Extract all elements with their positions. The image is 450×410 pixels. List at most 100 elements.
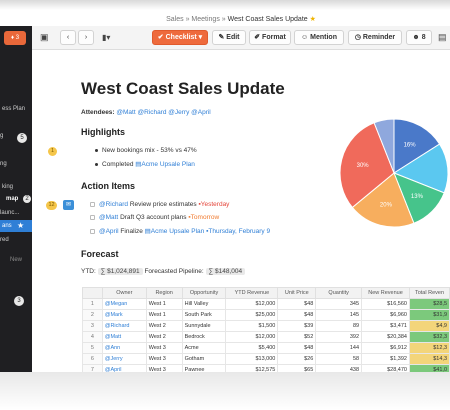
forward-button[interactable]: › (78, 30, 94, 45)
table-row[interactable]: 4 @Matt West 2 Bedrock $12,000 $52 392 $20,384 $… (82, 331, 450, 343)
table-cell[interactable]: $16,560 (361, 298, 410, 310)
sidebar-new-button[interactable]: New (10, 257, 23, 263)
sidebar-item-ng[interactable]: ng (0, 161, 7, 167)
table-cell[interactable]: $32,3 (408, 331, 450, 343)
column-header[interactable]: New Revenue (361, 287, 410, 299)
table-cell[interactable]: 345 (315, 298, 363, 310)
table-cell[interactable]: @Mark (101, 309, 147, 321)
task-checkbox[interactable] (90, 201, 95, 207)
format-button[interactable]: ✐ Format (249, 30, 291, 45)
table-cell[interactable]: 5 (82, 342, 103, 354)
table-cell[interactable]: West 3 (145, 342, 183, 354)
members-button[interactable]: ☻ 8 (406, 30, 432, 45)
table-cell[interactable]: $20,384 (361, 331, 410, 343)
table-cell[interactable]: Pawnee (181, 364, 227, 372)
sidebar-item-shared[interactable]: red (0, 237, 9, 243)
table-cell[interactable]: $28,470 (361, 364, 410, 372)
table-cell[interactable]: $12,000 (225, 298, 279, 310)
comment-icon[interactable]: ✉ (63, 200, 74, 210)
table-cell[interactable]: West 3 (145, 364, 183, 372)
table-cell[interactable]: $6,960 (361, 309, 410, 321)
table-cell[interactable]: $12,000 (225, 331, 279, 343)
sidebar-item-launch[interactable]: launc... (0, 210, 20, 216)
table-cell[interactable]: @Ann (101, 342, 147, 354)
table-cell[interactable]: $4,9 (408, 320, 450, 332)
table-cell[interactable]: @Jerry (101, 353, 147, 365)
column-header[interactable]: Quantity (315, 287, 363, 299)
table-cell[interactable]: 438 (315, 364, 363, 372)
acme-upsale-link[interactable]: Acme Upsale Plan (141, 161, 195, 168)
checklist-button[interactable]: ✔ Checklist ▾ (152, 30, 208, 45)
table-cell[interactable]: 144 (315, 342, 363, 354)
pie-chart[interactable]: 16% 13% 20% 30% (338, 117, 450, 229)
back-button[interactable]: ‹ (60, 30, 76, 45)
table-cell[interactable]: $48 (277, 298, 317, 310)
due-date[interactable]: Yesterday (200, 201, 230, 208)
table-cell[interactable]: 6 (82, 353, 103, 365)
table-row[interactable]: 2 @Mark West 1 South Park $25,000 $48 145 $6,96… (82, 309, 450, 321)
column-header[interactable]: Unit Price (277, 287, 317, 299)
table-row[interactable]: 5 @Ann West 3 Acme $5,400 $48 144 $6,912 $12,3 (82, 342, 450, 354)
pie-slice[interactable] (351, 172, 415, 228)
table-cell[interactable]: $6,912 (361, 342, 410, 354)
table-cell[interactable]: $31,9 (408, 309, 450, 321)
due-date[interactable]: Tomorrow (190, 214, 220, 221)
table-cell[interactable]: West 1 (145, 298, 183, 310)
sidebar-item-business-plan[interactable]: ess Plan (2, 106, 26, 112)
column-header[interactable]: YTD Revenue (225, 287, 279, 299)
sidebar-item-tracking[interactable]: king (2, 184, 14, 190)
page-title[interactable]: West Coast Sales Update (81, 79, 285, 98)
table-cell[interactable]: West 3 (145, 353, 183, 365)
mention-matt[interactable]: @Matt (116, 109, 136, 116)
column-header[interactable]: Total Reven (408, 287, 450, 299)
table-cell[interactable]: 145 (315, 309, 363, 321)
comment-marker[interactable]: 1 (48, 147, 57, 156)
notifications-badge[interactable]: ♦ 3 (4, 31, 26, 45)
favorite-star-icon[interactable]: ★ (309, 16, 316, 23)
pie-slice[interactable] (373, 118, 395, 174)
table-cell[interactable]: Sunnydale (181, 320, 227, 332)
pie-slice[interactable] (393, 118, 441, 174)
sidebar-item-roadmap[interactable]: map (6, 196, 19, 202)
table-cell[interactable]: Gotham (181, 353, 227, 365)
table-cell[interactable]: 4 (82, 331, 103, 343)
table-cell[interactable]: @Richard (101, 320, 147, 332)
breadcrumb-meetings[interactable]: Meetings (191, 16, 220, 23)
table-cell[interactable]: 58 (315, 353, 363, 365)
column-header[interactable]: Region (145, 287, 183, 299)
table-cell[interactable]: $1,500 (225, 320, 279, 332)
table-cell[interactable]: 392 (315, 331, 363, 343)
table-cell[interactable]: @Megan (101, 298, 147, 310)
table-cell[interactable]: 89 (315, 320, 363, 332)
breadcrumb-sales[interactable]: Sales (166, 16, 184, 23)
table-cell[interactable]: $52 (277, 331, 317, 343)
table-cell[interactable]: @April (101, 364, 147, 372)
table-cell[interactable]: $48 (277, 342, 317, 354)
table-row[interactable]: 1 @Megan West 1 Hill Valley $12,000 $48 345 $16… (82, 298, 450, 310)
table-cell[interactable]: $25,000 (225, 309, 279, 321)
table-cell[interactable]: $48 (277, 309, 317, 321)
reminder-button[interactable]: ◷ Reminder (348, 30, 402, 45)
task-checkbox[interactable] (90, 214, 95, 220)
pie-slice[interactable] (392, 143, 449, 194)
table-cell[interactable]: @Matt (101, 331, 147, 343)
column-header[interactable]: Owner (101, 287, 147, 299)
table-cell[interactable]: West 1 (145, 309, 183, 321)
table-cell[interactable]: $5,400 (225, 342, 279, 354)
sidebar-item-plans[interactable]: ans (2, 223, 12, 229)
table-cell[interactable]: $1,392 (361, 353, 410, 365)
table-cell[interactable]: $12,3 (408, 342, 450, 354)
table-cell[interactable]: $65 (277, 364, 317, 372)
edit-button[interactable]: ✎ Edit (212, 30, 246, 45)
table-cell[interactable]: Acme (181, 342, 227, 354)
table-cell[interactable]: 7 (82, 364, 103, 372)
table-row[interactable]: 3 @Richard West 2 Sunnydale $1,500 $39 89 $3,47… (82, 320, 450, 332)
table-cell[interactable]: Hill Valley (181, 298, 227, 310)
task-checkbox[interactable] (90, 228, 95, 234)
table-cell[interactable]: $28,5 (408, 298, 450, 310)
table-cell[interactable]: West 2 (145, 320, 183, 332)
table-cell[interactable]: $39 (277, 320, 317, 332)
pipeline-formula-chip[interactable]: ∑ $148,004 (205, 268, 246, 275)
table-cell[interactable]: $3,471 (361, 320, 410, 332)
more-icon[interactable]: ▤ (438, 32, 447, 42)
